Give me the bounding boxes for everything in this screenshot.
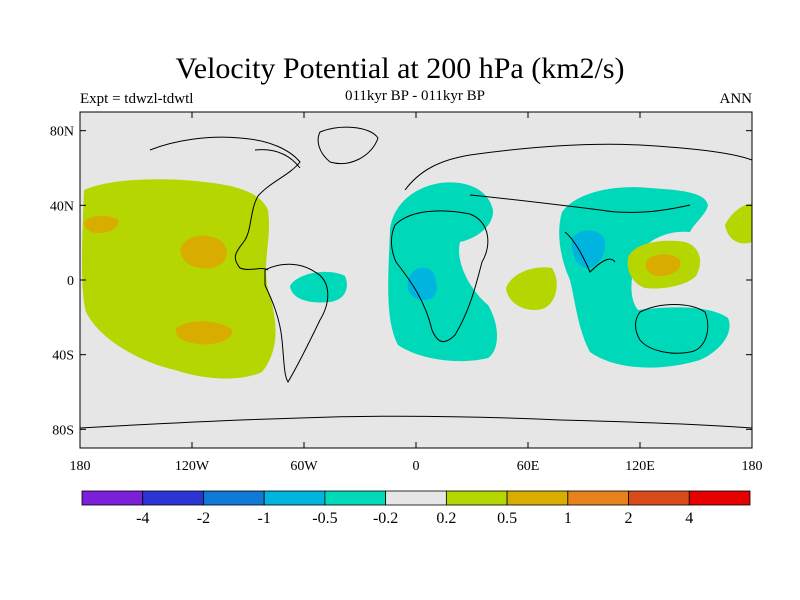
- x-tick-label: 120W: [175, 459, 210, 474]
- colorbar-label: -1: [258, 510, 271, 527]
- x-tick-label: 180: [70, 459, 91, 474]
- colorbar-label: 0.2: [436, 510, 456, 527]
- asia-negative-region: [559, 187, 730, 368]
- africa-negative-core: [407, 267, 437, 300]
- colorbar-swatch: [385, 490, 447, 506]
- samerica-negative-region: [290, 271, 347, 303]
- experiment-label: Expt = tdwzl-tdwtl: [80, 91, 194, 107]
- x-tick-label: 60W: [290, 459, 318, 474]
- colorbar-swatch: [628, 490, 690, 506]
- x-tick-label: 0: [413, 459, 420, 474]
- pacific-positive-core-s: [175, 321, 233, 345]
- map-title: Velocity Potential at 200 hPa (km2/s): [175, 52, 625, 85]
- indian-positive-region: [506, 267, 557, 310]
- colorbar-swatch: [445, 490, 508, 506]
- season-label: ANN: [719, 91, 753, 107]
- colorbar: -4 -2 -1 -0.5 -0.2 0.2 0.5 1 2 4: [81, 490, 751, 527]
- colorbar-swatch: [81, 490, 144, 506]
- colorbar-label: 4: [685, 510, 693, 527]
- colorbar-swatch: [324, 490, 387, 506]
- colorbar-swatch: [506, 490, 569, 506]
- colorbar-label: -4: [136, 510, 149, 527]
- contour-fill: [80, 126, 752, 429]
- africa-negative-region: [388, 182, 497, 362]
- pacific-positive-core-w: [84, 215, 119, 234]
- pacific-positive-core-n: [180, 235, 227, 269]
- y-tick-label: 0: [67, 274, 74, 289]
- x-tick-label: 120E: [625, 459, 655, 474]
- colorbar-swatch: [688, 490, 751, 506]
- colorbar-label: -0.2: [373, 510, 398, 527]
- y-tick-label: 40S: [52, 349, 74, 364]
- x-tick-label: 60E: [517, 459, 540, 474]
- map-subtitle: 011kyr BP - 011kyr BP: [344, 88, 485, 104]
- y-tick-label: 80S: [52, 423, 74, 438]
- colorbar-swatch: [263, 490, 326, 506]
- y-tick-label: 40N: [50, 199, 74, 214]
- colorbar-swatch: [142, 490, 204, 506]
- colorbar-label: -2: [197, 510, 210, 527]
- coastlines: [80, 126, 752, 429]
- colorbar-swatch: [203, 490, 265, 506]
- x-tick-label: 180: [742, 459, 763, 474]
- dateline-positive-region: [725, 203, 752, 244]
- y-axis-ticks: 80N 40N 0 40S 80S: [50, 125, 752, 438]
- y-tick-label: 80N: [50, 125, 74, 140]
- asia-negative-core: [571, 230, 606, 268]
- colorbar-swatch: [567, 490, 629, 506]
- x-axis-ticks: 180 120W 60W 0 60E 120E 180: [70, 112, 763, 474]
- wpacific-positive-core: [645, 254, 681, 276]
- colorbar-label: 2: [625, 510, 633, 527]
- colorbar-label: 1: [564, 510, 572, 527]
- colorbar-label: 0.5: [497, 510, 517, 527]
- colorbar-label: -0.5: [312, 510, 337, 527]
